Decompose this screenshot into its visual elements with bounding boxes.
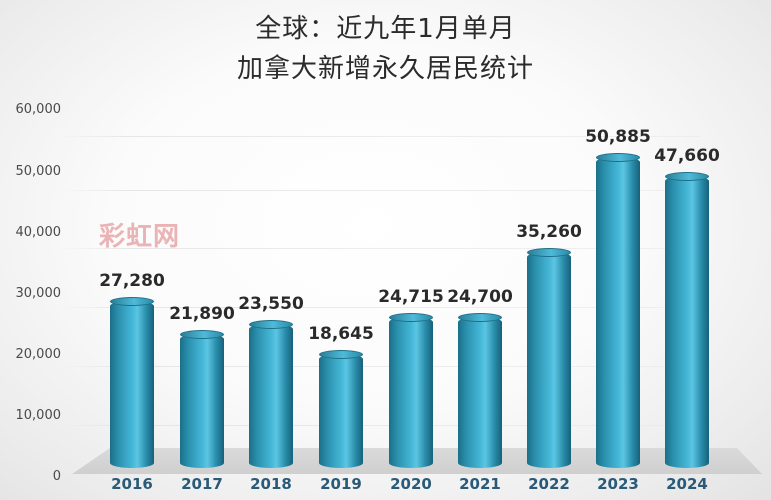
value-label-2017: 21,890 [169,304,235,325]
x-label-2017: 2017 [181,475,223,493]
x-label-2020: 2020 [390,475,432,493]
bar-2018 [249,319,293,468]
x-label-2021: 2021 [459,475,501,493]
bar-2017 [180,330,224,468]
gridline [60,248,700,249]
gridline [60,425,700,426]
x-label-2023: 2023 [597,475,639,493]
value-label-2018: 23,550 [238,293,304,314]
y-tick-40000: 40,000 [15,225,62,240]
chart-title-line-2: 加拿大新增永久居民统计 [236,54,534,84]
bar-2019 [319,349,363,468]
bar-2022 [527,248,571,468]
bar-2023 [596,152,640,468]
x-label-2019: 2019 [320,475,362,493]
y-tick-60000: 60,000 [15,102,62,117]
bar-2020 [389,312,433,468]
value-label-2019: 18,645 [308,323,374,344]
x-label-2018: 2018 [250,475,292,493]
value-label-2020: 24,715 [378,286,444,307]
bar-2016 [110,297,154,468]
value-label-2016: 27,280 [99,271,165,292]
value-label-2024: 47,660 [654,146,720,167]
value-label-2021: 24,700 [447,286,513,307]
gridline [60,190,700,191]
y-tick-0: 0 [52,469,61,484]
x-label-2024: 2024 [666,475,708,493]
x-label-2022: 2022 [528,475,570,493]
bar-2021 [458,312,502,468]
value-label-2022: 35,260 [516,222,582,243]
y-tick-20000: 20,000 [15,347,62,362]
x-label-2016: 2016 [111,475,153,493]
gridline [60,307,700,308]
y-tick-50000: 50,000 [15,164,62,179]
value-label-2023: 50,885 [585,126,651,147]
y-tick-30000: 30,000 [15,286,62,301]
gridline [60,136,700,137]
bar-2024 [665,172,709,468]
y-tick-10000: 10,000 [15,408,62,423]
gridline [60,366,700,367]
watermark: 彩虹网 [99,222,181,252]
chart-title-line-1: 全球：近九年1月单月 [255,14,516,44]
